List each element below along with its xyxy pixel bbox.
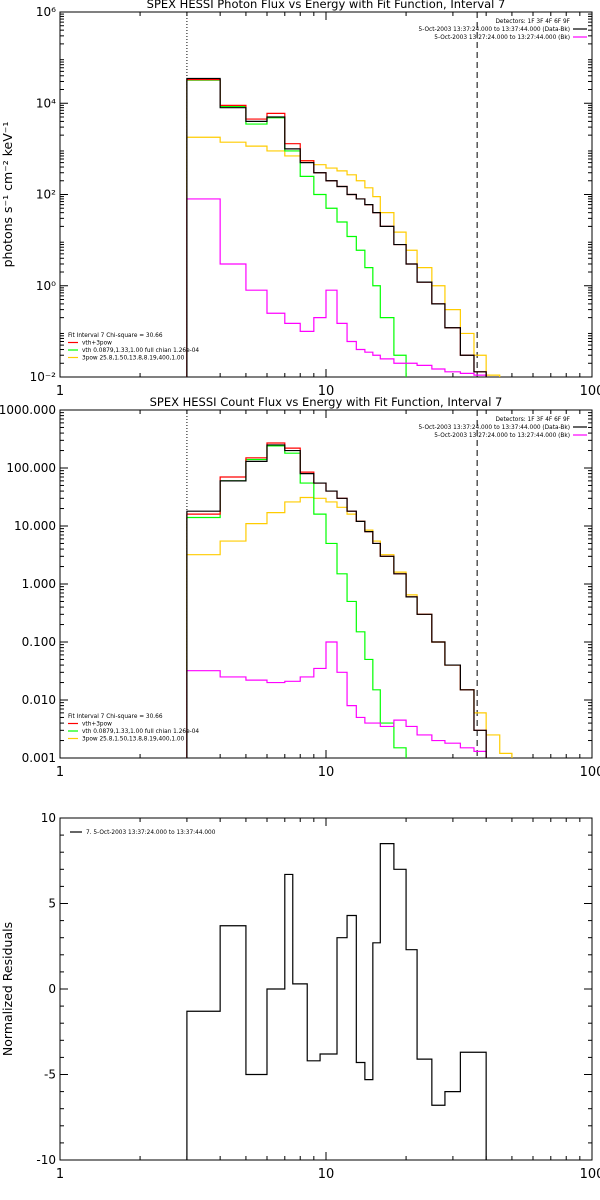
x-tick-label: 10	[318, 1167, 335, 1182]
y-axis-label: Normalized Residuals	[0, 922, 15, 1056]
y-tick-label: -10	[36, 1153, 56, 1167]
axes-frame	[59, 409, 593, 759]
x-tick-label: 1	[56, 384, 64, 399]
y-tick-label: 0.010	[22, 693, 56, 707]
chart-2: 1 10 100 0.001 0.010 0.100 1.000 10.000 100.000 1…	[0, 395, 600, 780]
info-line: Detectors: 1F 3F 4F 6F 9F	[495, 19, 570, 25]
y-tick-label: 5	[48, 897, 56, 911]
info-line: 5-Oct-2003 13:27:24.000 to 13:27:44.000 …	[434, 35, 570, 41]
series-line-2	[186, 198, 487, 377]
y-axis-label: photons s⁻¹ cm⁻² keV⁻¹	[0, 122, 15, 268]
series-line-4	[186, 445, 407, 758]
series-line-5	[186, 496, 513, 758]
series-line-5	[186, 136, 501, 377]
x-tick-label: 100	[580, 1167, 600, 1182]
legend-entry: Fit Interval 7 Chi-square = 30.66	[68, 714, 163, 720]
chart-3: 1 10 100 -10 -5 0 5 10 Normalized Residuals 7. 5-…	[0, 811, 600, 1182]
chart-1: 1 10 100 10⁻² 10⁰ 10² 10⁴ 10⁶ SPEX HESSI Photon …	[0, 0, 600, 399]
series-line-1	[186, 843, 487, 1160]
plot-area	[186, 442, 513, 758]
y-tick-label: 10⁶	[36, 5, 56, 19]
info-line: Detectors: 1F 3F 4F 6F 9F	[495, 417, 570, 423]
y-tick-label: -5	[44, 1068, 56, 1082]
y-tick-label: 0	[48, 982, 56, 996]
series-line-3	[186, 78, 487, 377]
series-line-4	[186, 79, 407, 377]
legend-entry: 3pow 25.8,1.50,13.8,8.19,400,1.00	[82, 356, 185, 362]
x-tick-label: 100	[580, 765, 600, 780]
legend-entry: vth+3pow	[82, 722, 112, 728]
y-tick-label: 10²	[36, 188, 56, 202]
legend-entry: vth 0.0879,1.33,1.00 full chian 1.26e-04	[82, 348, 199, 354]
y-tick-label: 10.000	[14, 519, 56, 533]
y-tick-label: 0.001	[22, 751, 56, 765]
x-tick-label: 10	[318, 384, 335, 399]
info-line: 5-Oct-2003 13:37:24.000 to 13:37:44.000 …	[419, 425, 570, 431]
plot-area	[186, 843, 487, 1160]
legend-entry: vth 0.0879,1.33,1.00 full chian 1.26e-04	[82, 729, 199, 735]
plot-area	[186, 77, 501, 377]
info-line: 5-Oct-2003 13:27:24.000 to 13:27:44.000 …	[434, 433, 570, 439]
series-line-1	[186, 77, 487, 377]
series-line-1	[186, 444, 487, 758]
x-tick-label: 100	[580, 384, 600, 399]
chart-title: SPEX HESSI Count Flux vs Energy with Fit…	[150, 395, 503, 409]
y-tick-label: 10	[41, 811, 56, 825]
y-tick-label: 0.100	[22, 635, 56, 649]
axes-frame	[59, 817, 593, 1161]
y-tick-label: 10⁻²	[30, 370, 57, 384]
info-line: 5-Oct-2003 13:37:24.000 to 13:37:44.000 …	[419, 27, 570, 33]
legend-entry: Fit Interval 7 Chi-square = 30.66	[68, 333, 163, 339]
x-tick-label: 10	[318, 765, 335, 780]
y-tick-label: 100.000	[6, 461, 56, 475]
x-tick-label: 1	[56, 1167, 64, 1182]
x-tick-label: 1	[56, 765, 64, 780]
y-tick-label: 1000.000	[0, 403, 56, 417]
series-line-2	[186, 641, 487, 758]
y-tick-label: 10⁰	[36, 279, 56, 293]
y-tick-label: 1.000	[22, 577, 56, 591]
y-tick-label: 10⁴	[36, 96, 56, 110]
chart-title: SPEX HESSI Photon Flux vs Energy with Fi…	[147, 0, 506, 11]
legend-entry: 7. 5-Oct-2003 13:37:24.000 to 13:37:44.0…	[86, 830, 216, 836]
legend-entry: 3pow 25.8,1.50,13.8,8.19,400,1.00	[82, 737, 185, 743]
legend-entry: vth+3pow	[82, 341, 112, 347]
